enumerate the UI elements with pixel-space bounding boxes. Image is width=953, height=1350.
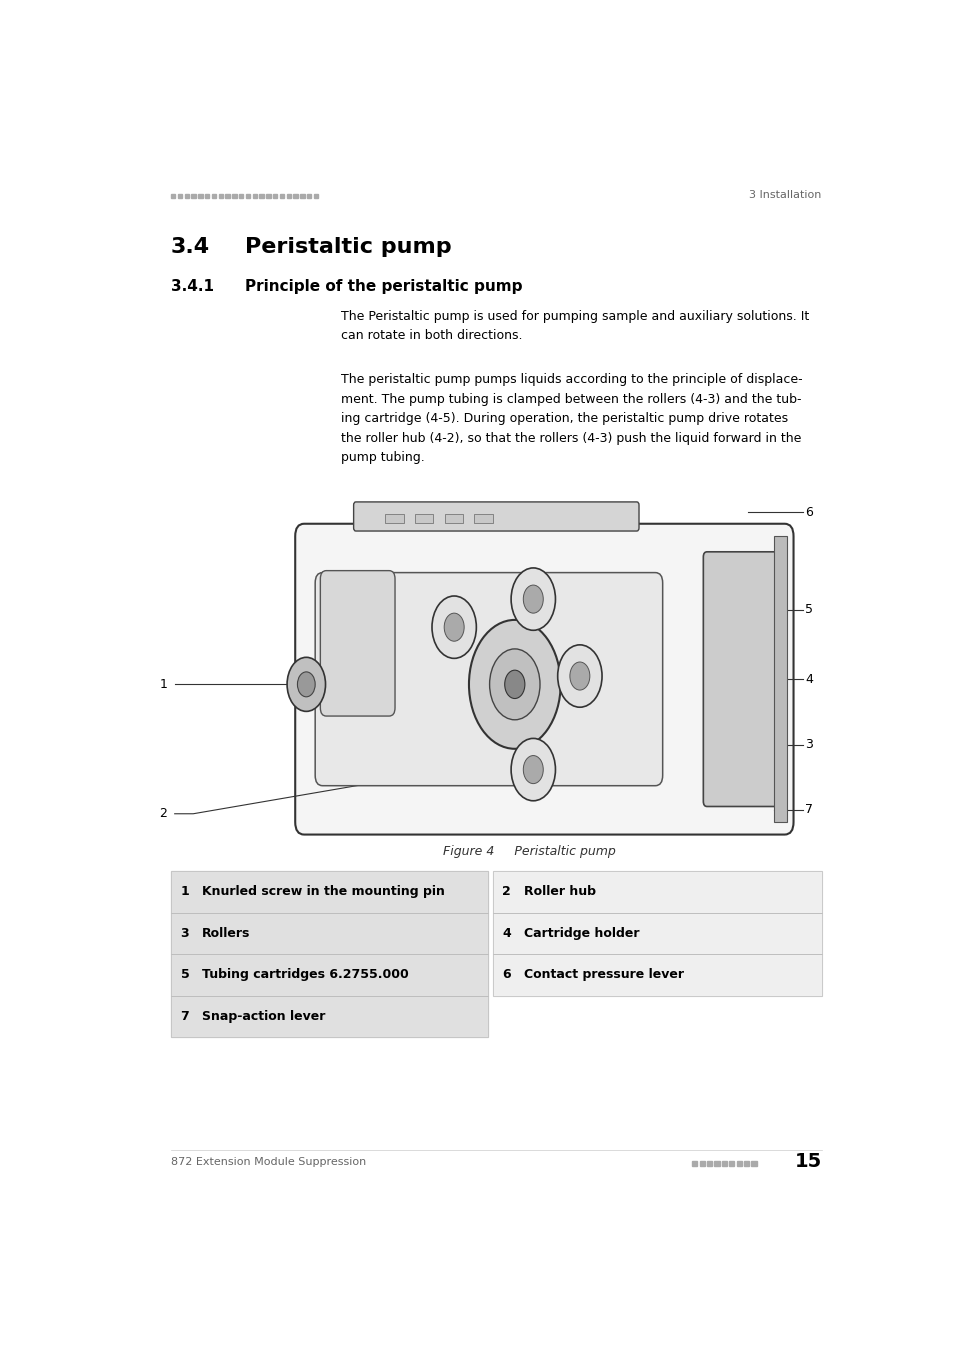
Text: 5: 5 bbox=[804, 603, 813, 616]
Bar bbox=[266, 193, 271, 198]
Text: 4: 4 bbox=[804, 672, 812, 686]
Text: Principle of the peristaltic pump: Principle of the peristaltic pump bbox=[245, 279, 522, 294]
Text: 5: 5 bbox=[180, 968, 189, 981]
Text: Peristaltic pump: Peristaltic pump bbox=[245, 236, 451, 256]
Circle shape bbox=[569, 662, 589, 690]
Bar bbox=[232, 193, 236, 198]
Text: 3 Installation: 3 Installation bbox=[748, 190, 821, 200]
Bar bbox=[743, 1161, 748, 1166]
FancyBboxPatch shape bbox=[702, 552, 781, 806]
Bar bbox=[444, 514, 462, 522]
Bar bbox=[415, 514, 433, 522]
Bar bbox=[171, 913, 488, 954]
Text: Contact pressure lever: Contact pressure lever bbox=[523, 968, 683, 981]
Bar bbox=[225, 193, 230, 198]
Bar bbox=[474, 514, 492, 522]
Text: 1: 1 bbox=[159, 678, 167, 691]
Text: 15: 15 bbox=[794, 1153, 821, 1172]
Bar bbox=[492, 954, 821, 996]
Bar bbox=[171, 996, 488, 1037]
Circle shape bbox=[489, 649, 539, 720]
Bar bbox=[492, 954, 821, 996]
Text: 872 Extension Module Suppression: 872 Extension Module Suppression bbox=[171, 1157, 366, 1166]
Bar bbox=[294, 193, 297, 198]
Text: Knurled screw in the mounting pin: Knurled screw in the mounting pin bbox=[202, 886, 444, 898]
Bar bbox=[492, 913, 821, 954]
FancyBboxPatch shape bbox=[320, 571, 395, 716]
Bar bbox=[751, 1161, 756, 1166]
Text: Snap-action lever: Snap-action lever bbox=[202, 1010, 325, 1023]
Text: 7: 7 bbox=[180, 1010, 189, 1023]
Bar bbox=[721, 1161, 726, 1166]
Bar bbox=[239, 193, 243, 198]
Text: 7: 7 bbox=[804, 803, 813, 817]
Bar bbox=[699, 1161, 704, 1166]
Bar bbox=[314, 193, 318, 198]
Circle shape bbox=[511, 738, 555, 801]
Bar bbox=[198, 193, 202, 198]
Text: Tubing cartridges 6.2755.000: Tubing cartridges 6.2755.000 bbox=[202, 968, 409, 981]
Bar bbox=[253, 193, 256, 198]
Bar bbox=[212, 193, 216, 198]
Text: 3: 3 bbox=[804, 738, 812, 751]
Circle shape bbox=[511, 568, 555, 630]
Bar bbox=[259, 193, 264, 198]
FancyBboxPatch shape bbox=[294, 524, 793, 834]
Text: Roller hub: Roller hub bbox=[523, 886, 595, 898]
Bar bbox=[171, 871, 488, 913]
Bar bbox=[692, 1161, 697, 1166]
Text: The Peristaltic pump is used for pumping sample and auxiliary solutions. It
can : The Peristaltic pump is used for pumping… bbox=[341, 309, 808, 342]
Circle shape bbox=[287, 657, 325, 711]
Bar bbox=[218, 193, 223, 198]
Text: 3.4.1: 3.4.1 bbox=[171, 279, 213, 294]
Text: 3: 3 bbox=[180, 927, 189, 940]
Circle shape bbox=[444, 613, 464, 641]
Circle shape bbox=[523, 756, 542, 783]
Text: 6: 6 bbox=[501, 968, 510, 981]
Bar bbox=[492, 871, 821, 913]
Bar bbox=[307, 193, 311, 198]
Bar bbox=[171, 954, 488, 996]
Text: Cartridge holder: Cartridge holder bbox=[523, 927, 639, 940]
FancyBboxPatch shape bbox=[354, 502, 639, 531]
Bar bbox=[171, 954, 488, 996]
Circle shape bbox=[558, 645, 601, 707]
Text: 2: 2 bbox=[501, 886, 511, 898]
Text: 3.4: 3.4 bbox=[171, 236, 210, 256]
Bar bbox=[286, 193, 291, 198]
Circle shape bbox=[523, 585, 542, 613]
Bar bbox=[773, 536, 786, 822]
Text: 2: 2 bbox=[159, 807, 167, 821]
Bar bbox=[492, 913, 821, 954]
Text: 1: 1 bbox=[180, 886, 189, 898]
Bar bbox=[205, 193, 210, 198]
Bar bbox=[728, 1161, 734, 1166]
Bar bbox=[706, 1161, 712, 1166]
Bar bbox=[171, 871, 488, 913]
Circle shape bbox=[504, 670, 524, 698]
Bar bbox=[185, 193, 189, 198]
Bar bbox=[385, 514, 403, 522]
Circle shape bbox=[432, 595, 476, 659]
Text: 6: 6 bbox=[804, 506, 812, 518]
Bar bbox=[300, 193, 304, 198]
Circle shape bbox=[469, 620, 560, 749]
Circle shape bbox=[297, 672, 314, 697]
Bar bbox=[171, 996, 488, 1037]
Bar bbox=[736, 1161, 741, 1166]
Bar bbox=[492, 871, 821, 913]
Bar bbox=[171, 913, 488, 954]
Bar bbox=[273, 193, 277, 198]
Text: 4: 4 bbox=[501, 927, 511, 940]
Text: Rollers: Rollers bbox=[202, 927, 251, 940]
Text: Figure 4     Peristaltic pump: Figure 4 Peristaltic pump bbox=[443, 845, 616, 859]
Bar bbox=[279, 193, 284, 198]
Bar bbox=[192, 193, 195, 198]
FancyBboxPatch shape bbox=[314, 572, 662, 786]
Bar bbox=[177, 193, 182, 198]
Bar bbox=[714, 1161, 719, 1166]
Bar bbox=[246, 193, 250, 198]
Bar bbox=[171, 193, 175, 198]
Text: The peristaltic pump pumps liquids according to the principle of displace-
ment.: The peristaltic pump pumps liquids accor… bbox=[341, 373, 801, 464]
